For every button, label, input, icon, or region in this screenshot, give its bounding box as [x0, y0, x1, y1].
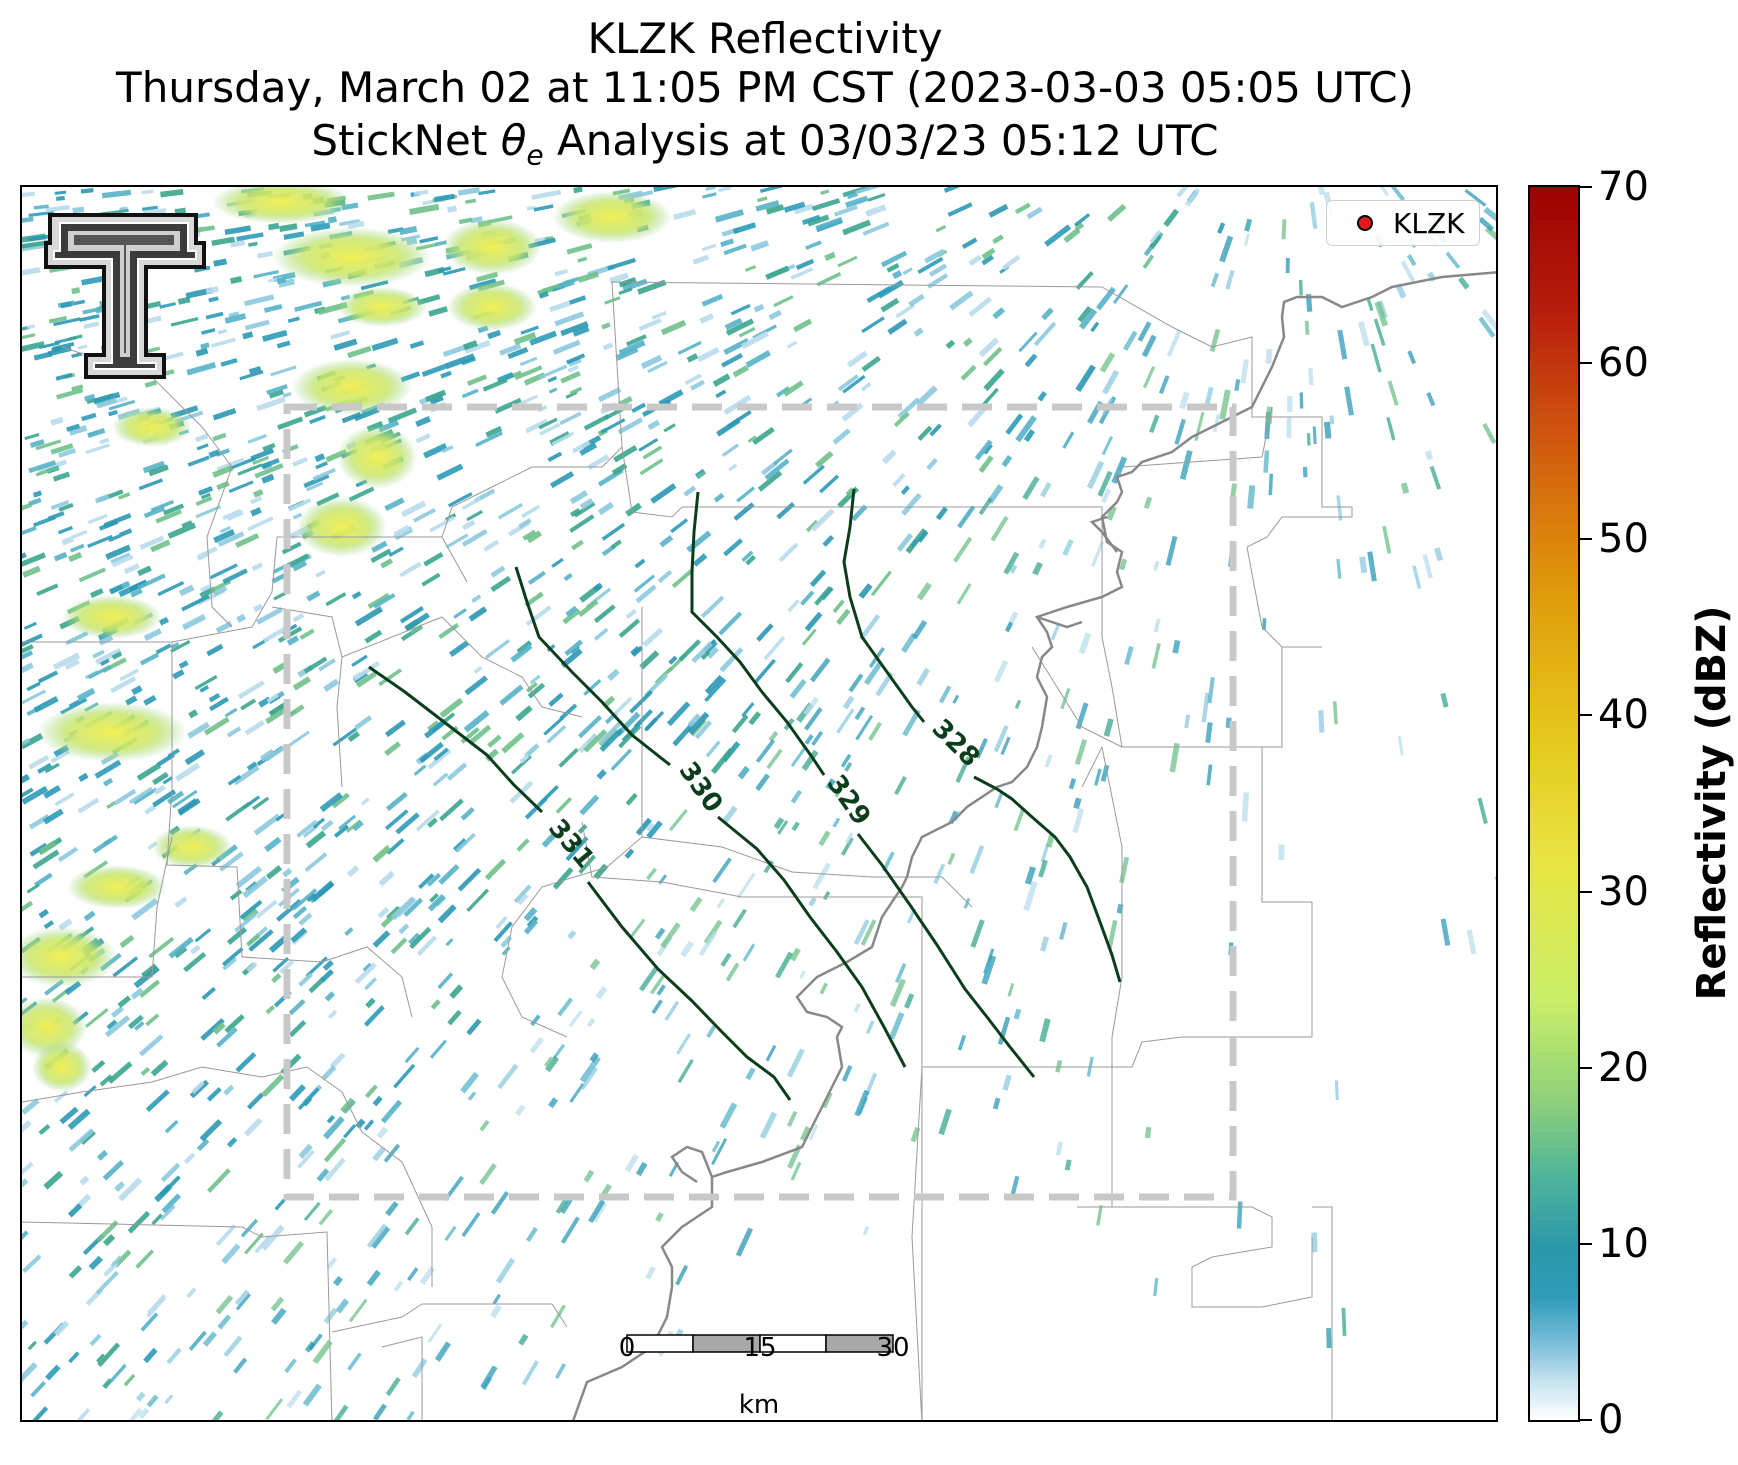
colorbar-tick-mark — [1580, 890, 1592, 893]
radar-site-marker-icon — [1357, 215, 1373, 231]
scale-tick-15: 15 — [743, 1333, 777, 1363]
colorbar-tick-label: 30 — [1598, 868, 1649, 915]
colorbar-tick-mark — [1580, 538, 1592, 541]
contour-line-331 — [368, 665, 544, 814]
colorbar-tick-mark — [1580, 186, 1592, 188]
county-lines — [22, 281, 1353, 1420]
analysis-box — [283, 403, 1237, 1201]
legend-label-klzk: KLZK — [1393, 207, 1465, 240]
map-legend — [1326, 200, 1480, 246]
reflectivity-field — [22, 187, 1496, 1420]
theta-symbol: θ — [500, 116, 527, 165]
colorbar-tick-mark — [1580, 1242, 1592, 1245]
contour-line-330 — [514, 566, 671, 767]
colorbar-tick-mark — [1580, 1066, 1592, 1069]
contour-label-329: 329 — [821, 770, 877, 832]
state-border — [572, 271, 1496, 1420]
contour-line-328-b — [973, 775, 1122, 983]
colorbar-tick-label: 40 — [1598, 692, 1649, 739]
scale-bar — [626, 1334, 894, 1353]
contour-line-329 — [690, 491, 826, 776]
contour-line-331-b — [586, 881, 792, 1101]
title-line-3-suffix: Analysis at 03/03/23 05:12 UTC — [543, 116, 1219, 165]
contour-label-331: 331 — [542, 813, 600, 874]
title-line-3-prefix: StickNet — [311, 116, 501, 165]
colorbar-tick-label: 70 — [1598, 164, 1649, 210]
radar-map[interactable]: 331 330 329 328 T — [20, 185, 1498, 1422]
colorbar-tick-mark — [1580, 714, 1592, 717]
contour-label-328: 328 — [926, 714, 986, 774]
theta-e-contours — [368, 488, 1122, 1101]
contour-line-328 — [842, 488, 926, 723]
title-line-3: StickNet θe Analysis at 03/03/23 05:12 U… — [0, 120, 1530, 169]
scale-unit: km — [738, 1390, 780, 1420]
reflectivity-colorbar — [1528, 185, 1580, 1422]
colorbar-tick-label: 50 — [1598, 516, 1649, 563]
contour-line-329-b — [856, 833, 1036, 1078]
colorbar-tick-label: 60 — [1598, 340, 1649, 387]
contour-line-330-b — [717, 815, 907, 1068]
colorbar-title: Reflectivity (dBZ) — [1689, 605, 1735, 1001]
colorbar-tick-mark — [1580, 1419, 1592, 1421]
colorbar-tick-label: 10 — [1598, 1220, 1649, 1267]
colorbar-tick-label: 20 — [1598, 1044, 1649, 1091]
title-line-2: Thursday, March 02 at 11:05 PM CST (2023… — [116, 63, 1414, 112]
scale-tick-0: 0 — [618, 1333, 636, 1363]
theta-subscript: e — [526, 138, 544, 172]
texas-tech-logo: T — [44, 213, 206, 379]
title-line-1: KLZK Reflectivity — [587, 14, 943, 63]
scale-tick-30: 30 — [876, 1333, 910, 1363]
colorbar-tick-mark — [1580, 362, 1592, 365]
colorbar-tick-label: 0 — [1598, 1397, 1624, 1443]
